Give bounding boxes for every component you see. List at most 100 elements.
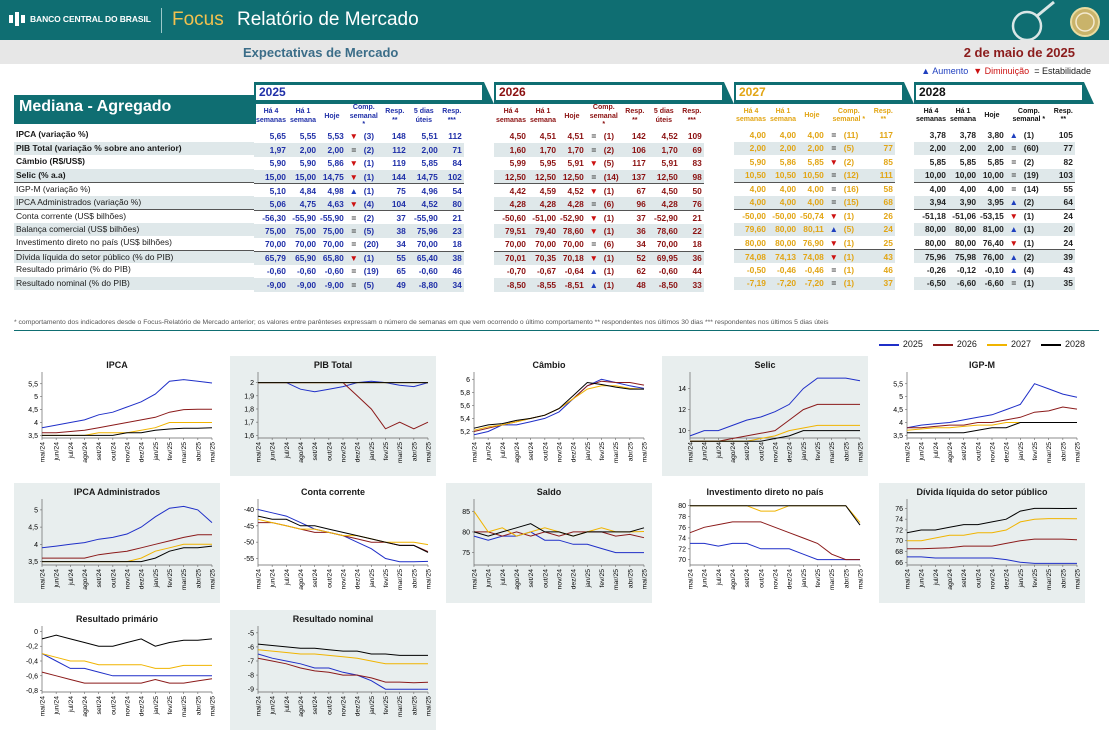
table-cell: -50,74	[798, 208, 826, 223]
x-tick-label: abr/25	[195, 696, 202, 715]
table-cell: 20	[1063, 224, 1073, 235]
table-cell: -51,00	[527, 210, 559, 224]
table-cell: -0,67	[536, 266, 557, 277]
table-cell: (1)	[603, 266, 615, 277]
x-tick-label: mar/25	[1046, 569, 1053, 590]
table-cell: 24	[1063, 237, 1073, 248]
x-tick-label: set/24	[528, 442, 535, 461]
table-cell: 65,79	[254, 250, 288, 265]
table-cell: (5)	[363, 225, 375, 236]
line-chart: 75 80 85 mai/24 jun/24 jul/24 ago/24 set/24 out/…	[462, 499, 649, 590]
chart-axes	[473, 372, 644, 439]
table-cell: (1)	[361, 250, 382, 265]
table-cell: (1)	[601, 210, 622, 224]
table-cell: 67	[621, 183, 648, 197]
table-cell: 10,00	[925, 170, 946, 180]
table-cell: 75	[381, 183, 408, 197]
table-cell: 79,51	[505, 225, 526, 236]
table-cell: -6,60	[956, 278, 977, 289]
x-tick-label: dez/24	[1004, 442, 1011, 463]
chart-legend: 2025 2026 2027 2028	[878, 339, 1085, 349]
y-tick-label: -45	[244, 523, 254, 530]
table-cell: 24	[1051, 208, 1075, 223]
series-line-2025	[41, 379, 213, 429]
table-cell: 79,40	[535, 225, 557, 236]
table-cell: -56,30	[254, 210, 288, 224]
x-tick-label: mai/24	[688, 442, 695, 463]
y-tick-label: 4,5	[28, 407, 38, 414]
x-tick-label: out/24	[975, 442, 982, 461]
y-tick-label: 75	[462, 550, 470, 557]
x-tick-label: jun/24	[270, 696, 277, 716]
y-tick-label: 5	[899, 394, 903, 401]
table-cell: -0,46	[804, 264, 824, 275]
table-cell: 1,60	[509, 144, 526, 155]
table-cell: -0,26	[926, 264, 946, 275]
series-line-2028	[41, 634, 213, 647]
trend-icon: =	[1011, 170, 1017, 180]
table-cell: 70,00	[265, 239, 286, 249]
trend-icon: ▼	[345, 250, 362, 265]
trend-icon: =	[831, 197, 837, 207]
y-tick-label: -0,8	[26, 688, 38, 695]
trend-icon: =	[351, 144, 357, 155]
column-header: Resp. **	[385, 108, 405, 124]
x-tick-label: jun/24	[270, 569, 277, 589]
table-cell: 3,80	[987, 129, 1004, 140]
table-cell: (1)	[1021, 208, 1052, 223]
y-tick-label: 66	[895, 560, 903, 567]
table-cell: 2,00	[959, 143, 977, 154]
table-cell: 98	[692, 171, 702, 182]
table-row: -9,00 -9,00 -9,00 = (5) 49 -8,80 34	[254, 278, 464, 292]
title-mediana: Mediana	[19, 98, 84, 115]
table-cell: 78,60	[562, 225, 584, 236]
x-tick-label: mar/25	[1046, 442, 1053, 463]
x-tick-label: ago/24	[947, 569, 954, 590]
table-cell: 36	[679, 250, 704, 265]
table-row: -0,60 -0,60 -0,60 = (19) 65 -0,60 46	[254, 265, 464, 279]
table-cell: (2)	[1023, 156, 1035, 167]
stable-legend: = Estabilidade	[1034, 66, 1091, 76]
y-tick-label: 12	[678, 407, 686, 414]
title-agregado: Agregado	[96, 98, 172, 115]
table-cell: 5,86	[779, 156, 797, 167]
column-header: Comp. semanal *	[349, 104, 378, 128]
x-tick-label: set/24	[96, 569, 103, 588]
series-line-2025	[689, 377, 861, 437]
table-cell: 48	[636, 279, 646, 290]
chart-panel: IPCA 3,5 4 4,5 5 5,5 mai/24 jun/24 jul/24 ago/24 s…	[14, 356, 220, 476]
table-cell: 54	[439, 183, 464, 197]
table-cell: 21	[439, 210, 464, 224]
table-cell: 4,51	[567, 131, 584, 142]
table-cell: 70,00	[295, 239, 317, 249]
x-tick-label: jun/24	[702, 569, 709, 589]
table-cell: 36	[636, 225, 646, 236]
table-cell: 104	[391, 198, 406, 209]
table-row: -50,60 -51,00 -52,90 ▼ (1) 37 -52,90 21	[494, 210, 704, 224]
table-cell: 4,51	[539, 131, 557, 142]
x-tick-label: mai/25	[210, 696, 217, 717]
table-cell: 69	[692, 144, 702, 155]
x-tick-label: mar/25	[397, 569, 404, 590]
table-cell: -6,60	[984, 278, 1004, 289]
y-tick-label: -6	[248, 644, 254, 651]
trend-icon: ▼	[349, 198, 358, 209]
chart-panel: Resultado nominal -9 -8 -7 -6 -5 mai/24 jun/24 j…	[230, 610, 436, 730]
table-cell: 38	[396, 225, 406, 236]
table-cell: (5)	[843, 143, 855, 154]
table-cell: 5,85	[421, 158, 438, 169]
table-cell: (1)	[603, 131, 615, 142]
series-line-2025	[41, 505, 213, 549]
y-tick-label: 80	[462, 529, 470, 536]
row-label: Dívida líquida do setor público (% do PI…	[14, 249, 254, 263]
chart-title: Câmbio	[532, 360, 566, 370]
trend-icon: =	[831, 129, 837, 140]
table-row: 5,10 4,84 4,98 ▲ (1) 75 4,96 54	[254, 183, 464, 197]
series-line-2026	[258, 522, 429, 553]
y-tick-label: -7	[248, 659, 254, 666]
table-cell: 4,52	[661, 131, 678, 142]
column-header: Há 4 semanas	[496, 108, 526, 124]
table-block-2028: Há 4 semanas Há 1 semana Hoje Comp. semanal…	[914, 104, 1075, 290]
x-tick-label: abr/25	[195, 442, 202, 461]
series-line-2027	[41, 653, 212, 669]
